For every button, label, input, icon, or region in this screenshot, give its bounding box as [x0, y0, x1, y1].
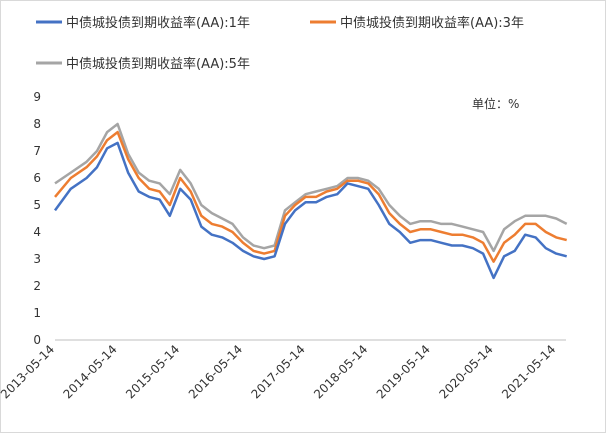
y-tick-label: 2	[33, 279, 41, 293]
y-tick-label: 9	[33, 90, 41, 104]
legend-label-1y: 中债城投债到期收益率(AA):1年	[66, 15, 250, 31]
legend-label-5y: 中债城投债到期收益率(AA):5年	[66, 56, 250, 72]
y-tick-label: 6	[33, 171, 41, 185]
legend: 中债城投债到期收益率(AA):1年 中债城投债到期收益率(AA):3年 中债城投…	[36, 15, 524, 72]
series-line-1y	[53, 141, 568, 280]
y-tick-label: 3	[33, 252, 41, 266]
unit-label: 单位：%	[472, 96, 519, 111]
series-line-3y	[54, 130, 568, 263]
series-line-5y	[54, 122, 568, 253]
y-tick-label: 1	[33, 306, 41, 320]
y-tick-label: 7	[33, 144, 41, 158]
y-axis: 0 1 2 3 4 5 6 7 8 9	[33, 90, 41, 347]
y-tick-label: 5	[33, 198, 41, 212]
y-tick-label: 4	[33, 225, 41, 239]
legend-label-3y: 中债城投债到期收益率(AA):3年	[340, 15, 524, 31]
series-group	[53, 122, 568, 280]
y-tick-label: 8	[33, 117, 41, 131]
y-tick-label: 0	[33, 333, 41, 347]
